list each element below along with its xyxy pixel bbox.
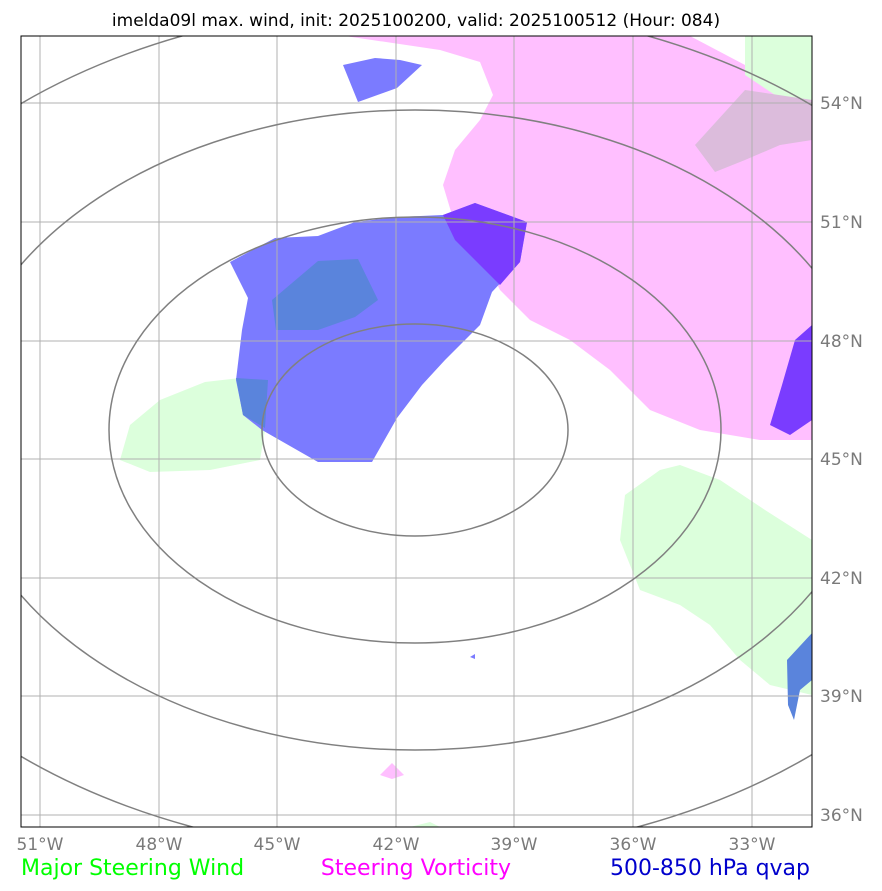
range-ring-inner <box>261 323 569 537</box>
lat-tick-label: 48°N <box>820 332 863 352</box>
lat-tick-label: 42°N <box>820 569 863 589</box>
plot-frame <box>20 35 813 828</box>
legend-steering-vorticity: Steering Vorticity <box>321 856 511 881</box>
qvap-se-region <box>787 633 812 720</box>
lon-tick-label: 42°W <box>373 835 420 855</box>
lat-tick-labels: 54°N 51°N 48°N 45°N 42°N 39°N 36°N <box>820 94 863 826</box>
qvap-speck <box>470 654 475 659</box>
lat-tick-label: 51°N <box>820 213 863 233</box>
steering-vorticity-small-region <box>380 763 404 779</box>
range-ring-second <box>108 216 722 644</box>
lon-tick-label: 51°W <box>17 835 64 855</box>
lat-tick-label: 36°N <box>820 806 863 826</box>
legend-major-steering-wind: Major Steering Wind <box>21 856 244 881</box>
steering-wind-region-ne <box>745 36 812 100</box>
lon-tick-label: 39°W <box>491 835 538 855</box>
lon-tick-label: 36°W <box>610 835 657 855</box>
lat-tick-label: 39°N <box>820 687 863 707</box>
steering-vorticity-region <box>345 36 812 440</box>
lon-tick-label: 45°W <box>254 835 301 855</box>
qvap-top-region <box>343 58 422 102</box>
lon-tick-label: 33°W <box>729 835 776 855</box>
chart-title: imelda09l max. wind, init: 2025100200, v… <box>112 11 720 31</box>
legend-qvap: 500-850 hPa qvap <box>610 856 810 881</box>
qvap-dark-patch-1 <box>272 259 378 330</box>
map-plot-area <box>21 36 812 827</box>
qvap-east-region <box>770 325 812 435</box>
steering-wind-region-se <box>620 465 812 695</box>
lat-tick-label: 45°N <box>820 450 863 470</box>
steering-wind-region-west <box>120 378 265 472</box>
wind-vorticity-overlap-region <box>695 90 812 172</box>
graticule <box>21 36 812 827</box>
qvap-violet-overlap <box>443 203 527 285</box>
range-rings <box>21 36 812 827</box>
lon-tick-label: 48°W <box>136 835 183 855</box>
qvap-main-region <box>230 203 527 462</box>
lon-tick-labels: 51°W 48°W 45°W 42°W 39°W 36°W 33°W <box>17 835 776 855</box>
steering-wind-region-bottom <box>410 822 440 827</box>
range-ring-third <box>21 109 812 751</box>
lat-tick-label: 54°N <box>820 94 863 114</box>
qvap-dark-patch-2 <box>236 378 268 428</box>
